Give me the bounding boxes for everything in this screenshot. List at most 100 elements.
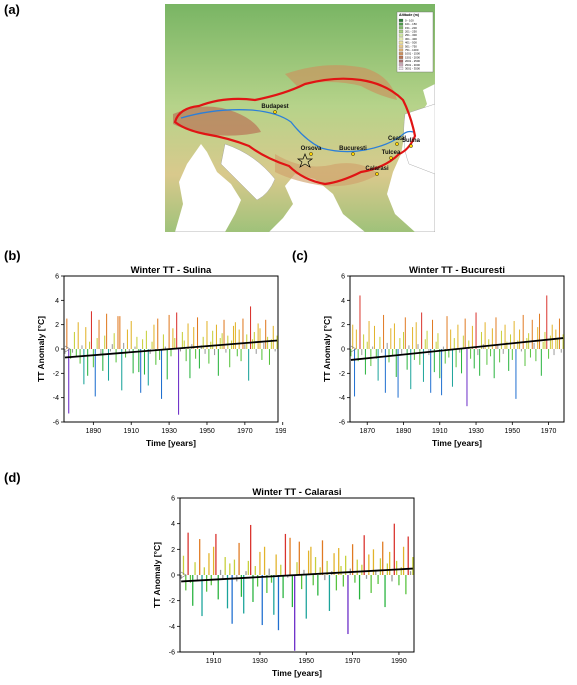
anomaly-bar: [373, 325, 375, 349]
anomaly-bar: [383, 314, 385, 349]
anomaly-bar: [243, 575, 245, 614]
anomaly-bar: [410, 349, 412, 390]
anomaly-bar: [277, 575, 280, 631]
anomaly-bar: [208, 553, 210, 575]
x-tick-label: 1950: [298, 658, 314, 665]
y-tick-label: 4: [55, 298, 59, 305]
anomaly-bar: [115, 349, 117, 363]
anomaly-bar: [289, 537, 291, 575]
anomaly-bar: [270, 575, 273, 583]
anomaly-bar: [419, 349, 421, 365]
anomaly-bar: [94, 349, 96, 397]
anomaly-bar: [312, 575, 314, 586]
anomaly-bar: [542, 341, 544, 349]
anomaly-bar: [284, 533, 287, 575]
anomaly-bar: [386, 342, 388, 349]
anomaly-bar: [68, 349, 70, 414]
legend-swatch: [398, 66, 404, 70]
anomaly-bar: [307, 550, 310, 575]
x-tick-label: 1950: [505, 428, 521, 435]
anomaly-bar: [123, 342, 125, 349]
legend-swatch: [398, 63, 404, 67]
anomaly-bar: [372, 346, 374, 349]
place-label: Bucuresti: [339, 146, 367, 152]
anomaly-bar: [405, 575, 407, 595]
anomaly-bar: [162, 334, 164, 349]
anomaly-bar: [217, 349, 219, 376]
anomaly-bar: [104, 335, 106, 349]
anomaly-bar: [198, 349, 200, 369]
anomaly-bar: [399, 338, 401, 349]
y-tick-label: -6: [53, 420, 59, 427]
anomaly-bar: [408, 345, 410, 349]
place-marker: [375, 172, 379, 176]
anomaly-bar: [395, 349, 397, 377]
anomaly-bar: [107, 349, 110, 381]
anomaly-bar: [83, 349, 85, 385]
anomaly-bar: [345, 555, 347, 575]
anomaly-bar: [493, 349, 495, 379]
anomaly-bar: [215, 324, 217, 349]
x-tick-label: 1930: [468, 428, 484, 435]
anomaly-bar: [462, 335, 464, 349]
anomaly-bar: [85, 327, 87, 349]
anomaly-bar: [189, 349, 191, 379]
y-tick-label: 2: [55, 322, 59, 329]
anomaly-bar: [403, 331, 404, 349]
anomaly-bar: [435, 341, 437, 349]
anomaly-bar: [92, 349, 94, 368]
anomaly-bar: [250, 306, 252, 349]
anomaly-bar: [448, 349, 450, 358]
y-tick-label: -4: [169, 624, 175, 631]
anomaly-bar: [199, 539, 201, 575]
anomaly-bar: [204, 349, 206, 354]
x-tick-label: 1930: [161, 428, 177, 435]
anomaly-bar: [517, 340, 519, 349]
anomaly-bar: [280, 564, 282, 575]
anomaly-bar: [430, 349, 432, 393]
anomaly-bar: [214, 349, 216, 356]
anomaly-bar: [415, 322, 417, 349]
anomaly-bar: [491, 328, 493, 349]
anomaly-bar: [444, 349, 446, 364]
anomaly-bar: [335, 575, 338, 591]
anomaly-bar: [136, 336, 138, 349]
anomaly-bar: [178, 349, 180, 415]
anomaly-bar: [121, 349, 123, 391]
anomaly-bar: [393, 523, 395, 575]
anomaly-bar: [174, 338, 176, 349]
anomaly-bar: [189, 575, 192, 583]
anomaly-bar: [185, 575, 187, 591]
anomaly-bar: [393, 323, 395, 349]
anomaly-bar: [222, 575, 224, 579]
anomaly-bar: [265, 319, 267, 349]
anomaly-bar: [224, 557, 226, 575]
anomaly-bar: [424, 339, 426, 349]
anomaly-bar: [138, 349, 140, 373]
anomaly-bar: [251, 339, 253, 349]
anomaly-bar: [259, 551, 261, 575]
anomaly-bar: [229, 349, 231, 368]
place-label: Tulcea: [382, 150, 401, 156]
anomaly-bar: [551, 324, 553, 349]
anomaly-bar: [185, 349, 187, 362]
anomaly-bar: [227, 335, 229, 349]
anomaly-bar: [407, 536, 409, 575]
anomaly-bar: [363, 535, 365, 575]
anomaly-bar: [134, 346, 136, 349]
anomaly-bar: [245, 571, 247, 575]
anomaly-bar: [303, 569, 305, 575]
anomaly-bar: [126, 329, 128, 349]
anomaly-bar: [145, 330, 147, 349]
anomaly-bar: [130, 321, 132, 349]
y-tick-label: 4: [341, 298, 345, 305]
anomaly-bar: [497, 345, 499, 349]
anomaly-bar: [520, 349, 522, 352]
x-tick-label: 1970: [541, 428, 557, 435]
legend-swatch: [398, 59, 404, 63]
chart-winter-bucuresti: Winter TT - Bucuresti -6 -4 -2 0 2 4 6 1870 1890 1…: [322, 265, 565, 448]
anomaly-bar: [247, 560, 249, 575]
anomaly-bar: [486, 349, 488, 365]
x-axis-label: Time [years]: [146, 438, 196, 448]
